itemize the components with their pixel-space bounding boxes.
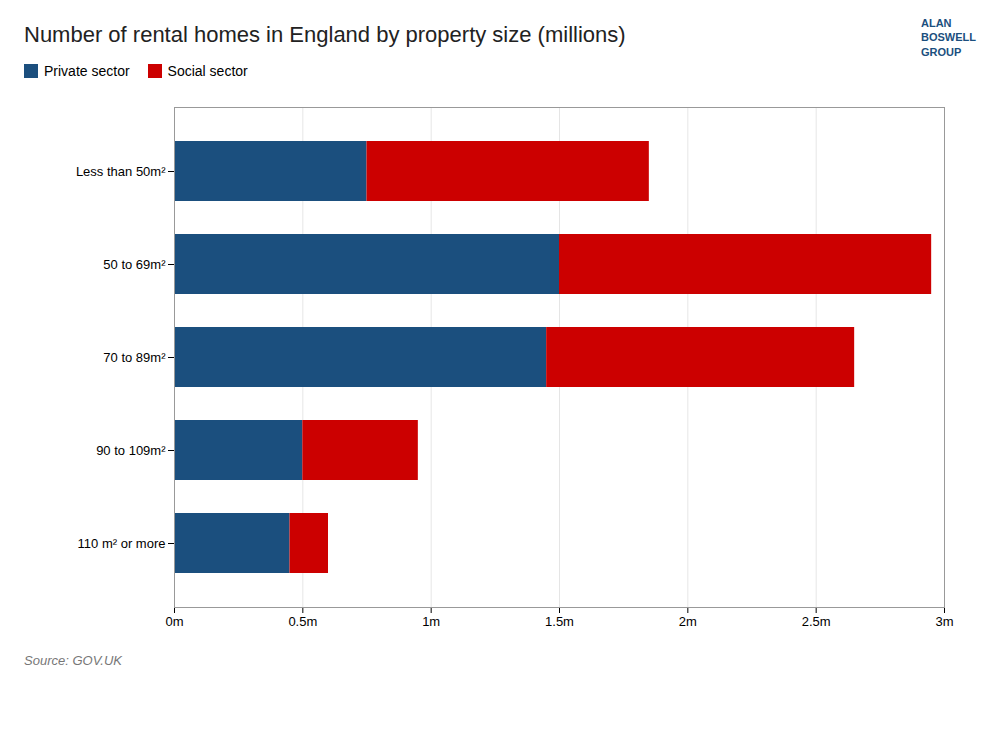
svg-text:1m: 1m (422, 614, 440, 629)
html-text:ALAN: ALAN (921, 17, 952, 29)
html-text:BOSWELL: BOSWELL (921, 31, 976, 44)
svg-text:2m: 2m (679, 614, 697, 629)
html-text:Number of rental homes in Engl: Number of rental homes in England by pro… (24, 22, 626, 47)
svg-text:110 m² or more: 110 m² or more (78, 536, 166, 551)
html-text:GROUP: GROUP (921, 45, 962, 58)
html-text:Private sector: Private sector (44, 62, 130, 79)
svg-text:2.5m: 2.5m (802, 614, 831, 629)
svg-text:0.5m: 0.5m (288, 614, 317, 629)
svg-text:90 to 109m²: 90 to 109m² (96, 443, 166, 458)
html-text:Social sector: Social sector (167, 62, 248, 79)
svg-text:Less than 50m²: Less than 50m² (76, 164, 166, 179)
svg-text:70 to 89m²: 70 to 89m² (103, 350, 166, 365)
svg-text:3m: 3m (935, 614, 953, 629)
svg-text:50 to 69m²: 50 to 69m² (103, 257, 166, 272)
svg-text:0m: 0m (165, 614, 183, 629)
svg-text:1.5m: 1.5m (545, 614, 574, 629)
html-text:Source: GOV.UK: Source: GOV.UK (24, 652, 122, 668)
